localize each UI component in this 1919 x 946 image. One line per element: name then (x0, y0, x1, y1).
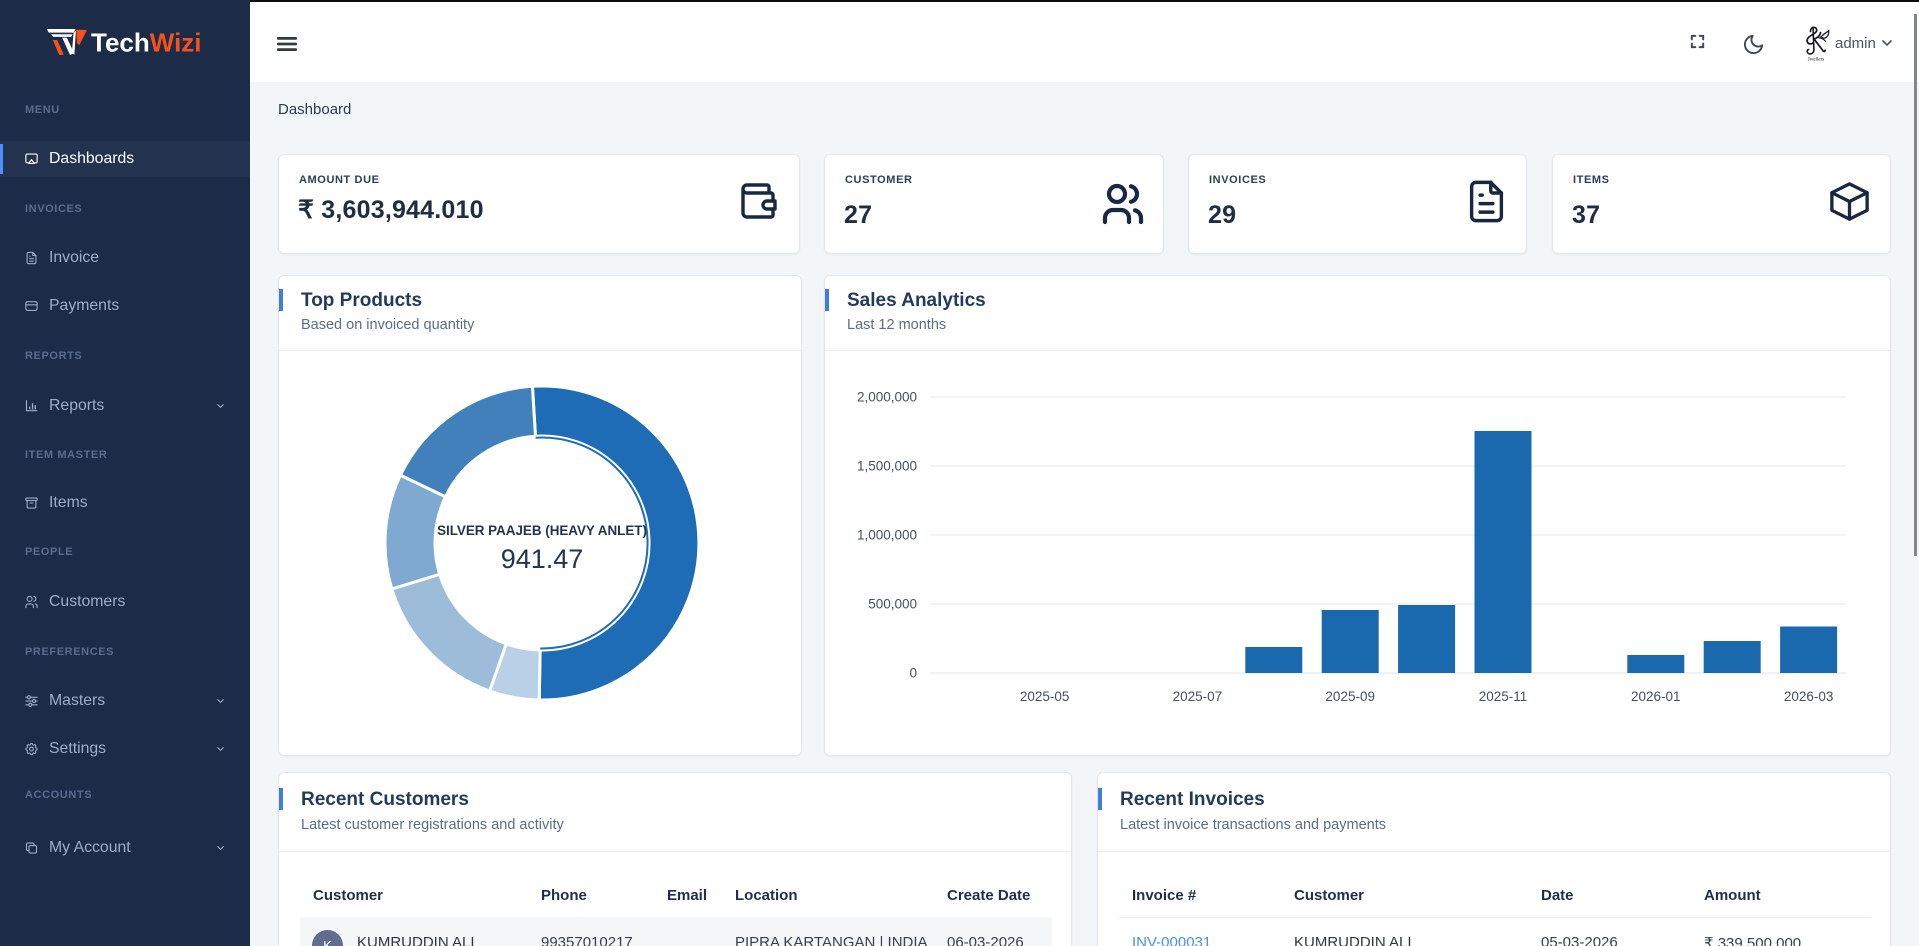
svg-text:2025-11: 2025-11 (1479, 689, 1528, 704)
svg-text:TechWizi: TechWizi (91, 28, 202, 56)
svg-text:2025-05: 2025-05 (1020, 689, 1070, 704)
svg-text:2026-03: 2026-03 (1784, 689, 1834, 704)
svg-text:1,000,000: 1,000,000 (857, 528, 917, 543)
svg-text:SILVER PAAJEB (HEAVY ANLET): SILVER PAAJEB (HEAVY ANLET) (437, 523, 647, 538)
svg-text:2025-07: 2025-07 (1173, 689, 1223, 704)
svg-text:500,000: 500,000 (868, 597, 917, 612)
svg-text:0: 0 (909, 666, 917, 681)
svg-text:941.47: 941.47 (501, 544, 584, 574)
svg-text:2,000,000: 2,000,000 (857, 390, 917, 405)
svg-text:2026-01: 2026-01 (1631, 689, 1681, 704)
svg-text:Jwellers: Jwellers (1808, 58, 1824, 63)
svg-text:2025-09: 2025-09 (1325, 689, 1375, 704)
svg-text:1,500,000: 1,500,000 (857, 459, 917, 474)
